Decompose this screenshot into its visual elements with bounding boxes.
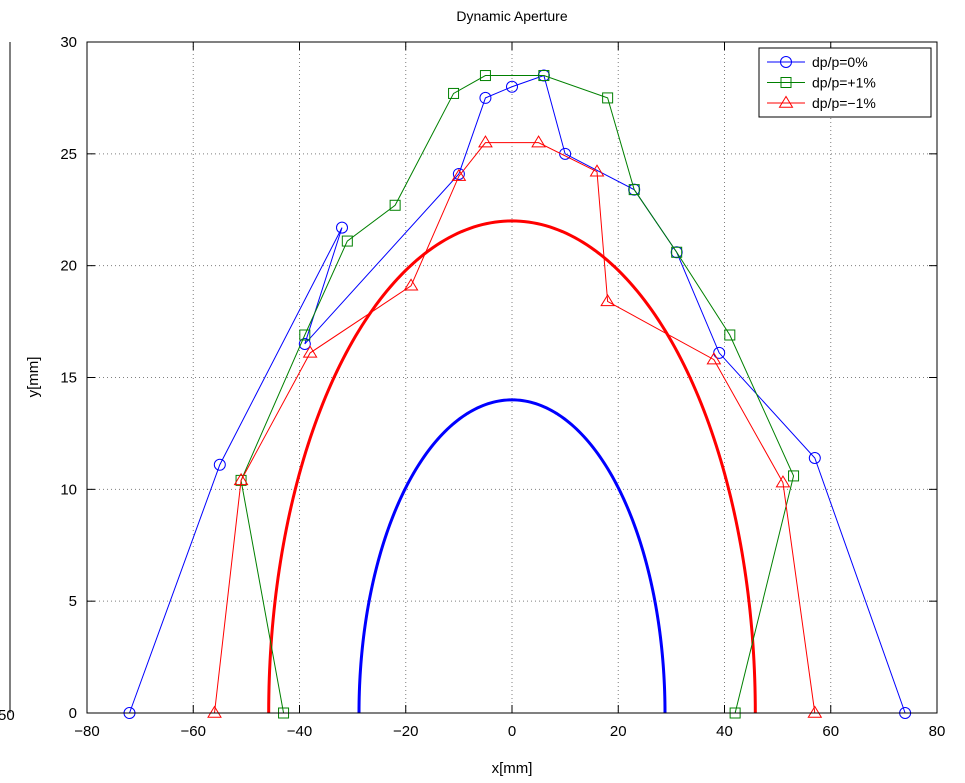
y-axis-label: y[mm] — [25, 357, 42, 398]
x-axis-label: x[mm] — [492, 760, 533, 777]
y-tick-label: 30 — [60, 34, 77, 51]
data-point — [724, 329, 736, 341]
data-point — [559, 147, 572, 160]
data-point — [341, 235, 353, 247]
legend-marker — [780, 77, 792, 88]
data-point — [452, 167, 465, 180]
legend-entries: dp/p=0% dp/p=+1% dp/p=−1% — [767, 54, 876, 111]
x-tick-label: 0 — [508, 723, 516, 740]
data-point — [479, 91, 492, 104]
x-tick-label: 60 — [822, 723, 839, 740]
y-tick-label: 20 — [60, 258, 77, 275]
series-line — [129, 74, 906, 714]
data-point — [506, 80, 518, 93]
reference-ellipse — [357, 398, 667, 714]
data-point — [207, 705, 222, 718]
y-tick-label: 5 — [69, 593, 77, 610]
legend-label: dp/p=+1% — [812, 75, 876, 91]
legend-label: dp/p=−1% — [812, 95, 876, 111]
x-tick-label: −40 — [287, 723, 312, 740]
data-point — [671, 246, 683, 258]
data-point — [808, 452, 821, 465]
series-line — [214, 142, 816, 714]
y-tick-label: 0 — [69, 705, 77, 722]
reference-ellipse — [267, 219, 757, 714]
data-point — [233, 472, 249, 486]
data-point — [302, 345, 318, 358]
y-tick-label: 10 — [60, 481, 77, 498]
y-tick-label: 25 — [60, 146, 77, 163]
legend-marker — [780, 56, 792, 68]
data-point — [807, 705, 823, 718]
legend-box — [758, 47, 932, 118]
x-tick-label: 80 — [929, 723, 946, 740]
data-point — [589, 164, 605, 177]
legend-marker — [778, 95, 794, 108]
data-point — [479, 70, 491, 82]
y-tick-label: 15 — [60, 370, 77, 387]
series-line — [240, 75, 795, 714]
x-tick-label: −60 — [181, 723, 206, 740]
series-layer — [123, 69, 912, 719]
x-tick-label: −20 — [393, 723, 418, 740]
grid-layer — [87, 42, 937, 713]
data-point — [448, 87, 460, 99]
data-point — [602, 92, 614, 104]
data-point — [538, 70, 550, 82]
data-point — [389, 199, 401, 211]
data-point — [298, 337, 311, 350]
data-point — [600, 293, 616, 307]
legend-label: dp/p=0% — [812, 54, 868, 70]
data-point — [451, 168, 467, 181]
chart-title: Dynamic Aperture — [456, 8, 567, 24]
data-point — [299, 329, 311, 341]
data-point — [706, 352, 722, 365]
tick-layer: −80 −60 −40 −20 0 20 40 60 80 0 5 10 15 20 25 30 — [60, 34, 945, 740]
data-point — [213, 458, 226, 471]
data-point — [788, 470, 800, 482]
x-tick-label: 40 — [716, 723, 733, 740]
data-point — [775, 475, 791, 488]
neighbor-plot-tick-fragment: 50 — [0, 707, 15, 724]
legend: dp/p=0% dp/p=+1% dp/p=−1% — [758, 47, 932, 118]
data-point — [531, 135, 546, 148]
data-point — [478, 135, 493, 148]
reference-curves — [267, 219, 757, 714]
x-tick-label: 20 — [610, 723, 627, 740]
x-tick-label: −80 — [74, 723, 99, 740]
data-point — [336, 221, 348, 234]
data-point — [235, 474, 247, 486]
data-point — [403, 278, 419, 291]
data-point — [628, 184, 640, 196]
